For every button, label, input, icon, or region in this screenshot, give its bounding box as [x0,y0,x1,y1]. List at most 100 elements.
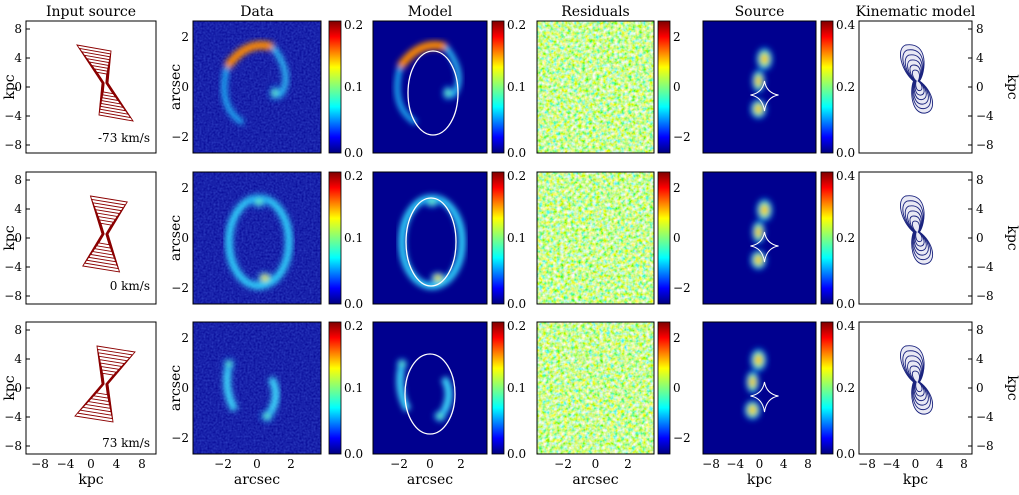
source-panel [702,171,817,305]
kpc-tick-label: −4 [4,260,22,274]
kpc-tick-label: 0 [14,381,22,395]
x-axis-label: kpc [747,472,772,488]
source-blob [748,346,769,374]
caustic [750,381,779,413]
kpc-tick-label: 8 [14,22,22,36]
x-tick-label: 2 [287,457,295,471]
x-tick-label: 0 [426,457,434,471]
colorbar-tick-label: 0.1 [344,381,363,395]
colorbar-tick-label: 0.1 [344,80,363,94]
x-tick-label: 4 [936,457,944,471]
residual-map [537,322,654,454]
noise-layer [193,21,321,153]
image-blob [422,195,442,209]
kinematic-contour [911,220,923,243]
panel-frame [192,20,322,154]
image-blob [259,409,275,423]
critical-curve [405,197,457,287]
colorbar-tick-label: 0.2 [344,18,363,32]
kinematic-contour [911,370,923,393]
kpc-tick-label: 4 [976,352,984,366]
input-contour [95,372,115,396]
source-emission [748,45,775,121]
caustic [750,231,779,263]
kinematic-panel: 8 4 0 −4 −8 kpc [858,321,1019,455]
kpc-tick-label: 8 [976,173,984,187]
colorbar-tick-label: 0.4 [836,319,855,333]
panel-frame [536,20,655,154]
arcsec-axis-label: arcsec [168,215,184,261]
colorbar [657,321,671,455]
caustic [750,80,779,112]
x-tick-label: 8 [960,457,968,471]
column-title: Source [735,4,785,20]
colorbar-tick-label: 0.1 [507,231,526,245]
colorbar-tick-label: 0.4 [836,18,855,32]
arcsec-tick-label: 0 [181,80,189,94]
kpc-tick-label: 4 [14,352,22,366]
kinematic-contour [904,54,929,105]
colorbar-tick-label: 0.0 [344,447,363,461]
x-tick-label: 8 [804,457,812,471]
kpc-tick-label: −8 [4,439,22,453]
arcsec-tick-label: 0 [181,231,189,245]
figure-row: 0 km/s 8 4 0 −4 −8 kpc 8 4 0 −4 −8 kpc 2 0 −2 arcsec 0.2 0… [2,169,1019,311]
arc [221,66,245,126]
column-title: Kinematic model [856,4,976,20]
image-blob [432,409,448,423]
x-axis-label: kpc [903,472,928,488]
x-axis-label: arcsec [407,472,453,488]
panel-frame [372,20,488,154]
kpc-tick-label: −4 [976,109,994,123]
kpc-tick-label: −8 [976,138,994,152]
colorbar-tick-label: 0.4 [836,169,855,183]
kpc-axis-label: kpc [2,225,18,250]
column-title: Residuals [561,4,629,20]
column-title: Model [408,4,453,20]
colorbar-tick-label: 0.2 [836,231,855,245]
colorbar [820,20,834,154]
arcsec-tick-label: 2 [181,30,189,44]
kinematic-contour [907,210,927,252]
velocity-label: -73 km/s [98,131,150,145]
image-blob [222,357,236,371]
lensed-emission [225,194,293,290]
arc [394,66,418,126]
panel-frame [192,321,322,455]
colorbar-tick-label: 0.0 [836,297,855,311]
image-blob [249,195,269,209]
residual-map [537,172,654,304]
model-panel [372,171,488,305]
source-blob [748,97,769,121]
colorbar-tick-label: 0.0 [344,297,363,311]
arcsec-tick-label: 2 [181,181,189,195]
residuals-panel [536,171,655,305]
arcsec-tick-label: −2 [171,431,189,445]
residuals-panel [536,20,655,154]
source-emission [742,346,769,422]
x-tick-label: 2 [624,457,632,471]
colorbar-tick-label: 0.0 [507,447,526,461]
kinematic-contour [909,365,925,397]
kpc-tick-label: 4 [976,202,984,216]
kinematic-contour [911,69,923,92]
x-tick-label: −8 [31,457,49,471]
kpc-tick-label: 0 [976,80,984,94]
colorbar-tick-label: 0.0 [836,146,855,160]
image-blob [395,357,409,371]
critical-curve [407,50,459,136]
panel-frame [702,321,817,455]
panel-frame [192,171,322,305]
kpc-tick-label: 4 [14,202,22,216]
critical-curve [404,353,456,435]
colorbar [820,171,834,305]
panel-frame [536,171,655,305]
lensed-emission [221,41,289,126]
colorbar [491,321,505,455]
kpc-axis-label: kpc [2,375,18,400]
kpc-tick-label: 8 [14,323,22,337]
residual-map [537,21,654,153]
colorbar [328,321,342,455]
kpc-tick-label: 0 [976,231,984,245]
